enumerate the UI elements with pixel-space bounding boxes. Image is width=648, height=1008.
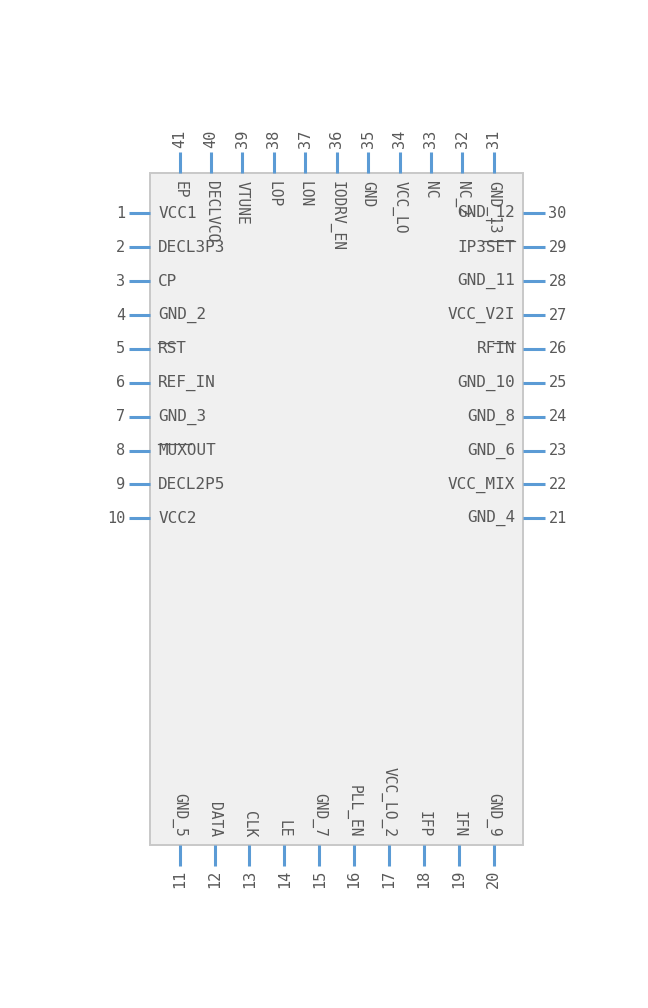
Text: GND_7: GND_7 xyxy=(311,793,327,837)
Text: 16: 16 xyxy=(347,870,362,888)
Text: 3: 3 xyxy=(116,273,125,288)
Text: NC: NC xyxy=(423,181,439,199)
Text: CP: CP xyxy=(158,273,178,288)
Text: GND_13: GND_13 xyxy=(486,181,502,234)
Text: VCC2: VCC2 xyxy=(158,511,196,526)
Text: VCC_LO: VCC_LO xyxy=(391,181,408,234)
Text: IFN: IFN xyxy=(452,810,467,837)
Text: 32: 32 xyxy=(455,130,470,148)
Text: 25: 25 xyxy=(548,375,567,390)
Text: GND_4: GND_4 xyxy=(467,510,515,526)
Text: 24: 24 xyxy=(548,409,567,424)
Text: 20: 20 xyxy=(486,870,502,888)
Text: 35: 35 xyxy=(361,130,376,148)
Text: 18: 18 xyxy=(417,870,432,888)
Text: GND_5: GND_5 xyxy=(172,793,188,837)
Text: 13: 13 xyxy=(242,870,257,888)
Text: LOP: LOP xyxy=(266,181,281,208)
Text: 34: 34 xyxy=(392,130,407,148)
Text: GND_2: GND_2 xyxy=(158,306,206,324)
Text: 17: 17 xyxy=(382,870,397,888)
Text: 26: 26 xyxy=(548,342,567,357)
Text: IP3SET: IP3SET xyxy=(457,240,515,255)
Text: 30: 30 xyxy=(548,206,567,221)
Text: 21: 21 xyxy=(548,511,567,526)
Text: 19: 19 xyxy=(452,870,467,888)
Text: GND_11: GND_11 xyxy=(457,273,515,289)
Text: 4: 4 xyxy=(116,307,125,323)
Text: 5: 5 xyxy=(116,342,125,357)
Bar xyxy=(150,173,523,845)
Text: IODRV_EN: IODRV_EN xyxy=(329,181,345,251)
Text: DATA: DATA xyxy=(207,802,222,837)
Text: 1: 1 xyxy=(116,206,125,221)
Text: 29: 29 xyxy=(548,240,567,255)
Text: 11: 11 xyxy=(172,870,187,888)
Text: PLL_EN: PLL_EN xyxy=(346,784,362,837)
Text: 33: 33 xyxy=(423,130,439,148)
Text: LON: LON xyxy=(298,181,313,208)
Text: 2: 2 xyxy=(116,240,125,255)
Text: 36: 36 xyxy=(329,130,344,148)
Text: GND_9: GND_9 xyxy=(486,793,502,837)
Text: 15: 15 xyxy=(312,870,327,888)
Text: EP: EP xyxy=(172,181,187,199)
Text: CLK: CLK xyxy=(242,810,257,837)
Text: GND: GND xyxy=(361,181,376,208)
Text: RST: RST xyxy=(158,342,187,357)
Text: DECL3P3: DECL3P3 xyxy=(158,240,226,255)
Text: 23: 23 xyxy=(548,444,567,458)
Text: VCC1: VCC1 xyxy=(158,206,196,221)
Text: GND_3: GND_3 xyxy=(158,408,206,424)
Text: 28: 28 xyxy=(548,273,567,288)
Text: 14: 14 xyxy=(277,870,292,888)
Text: 6: 6 xyxy=(116,375,125,390)
Text: GND_6: GND_6 xyxy=(467,443,515,459)
Text: VTUNE: VTUNE xyxy=(235,181,250,225)
Text: 9: 9 xyxy=(116,477,125,492)
Text: DECL2P5: DECL2P5 xyxy=(158,477,226,492)
Text: VCC_V2I: VCC_V2I xyxy=(448,306,515,324)
Text: GND_10: GND_10 xyxy=(457,375,515,391)
Text: VCC_MIX: VCC_MIX xyxy=(448,477,515,493)
Text: 10: 10 xyxy=(107,511,125,526)
Text: GND_12: GND_12 xyxy=(457,206,515,222)
Text: LE: LE xyxy=(277,820,292,837)
Text: 39: 39 xyxy=(235,130,250,148)
Text: 41: 41 xyxy=(172,130,187,148)
Text: RFIN: RFIN xyxy=(477,342,515,357)
Text: NC_2: NC_2 xyxy=(454,181,470,216)
Text: 37: 37 xyxy=(298,130,313,148)
Text: IFP: IFP xyxy=(417,810,432,837)
Text: DECLVCO: DECLVCO xyxy=(203,181,218,242)
Text: GND_8: GND_8 xyxy=(467,408,515,424)
Text: 38: 38 xyxy=(266,130,281,148)
Text: MUXOUT: MUXOUT xyxy=(158,444,216,458)
Text: 22: 22 xyxy=(548,477,567,492)
Text: VCC_LO_2: VCC_LO_2 xyxy=(381,767,397,837)
Text: 12: 12 xyxy=(207,870,222,888)
Text: 27: 27 xyxy=(548,307,567,323)
Text: 7: 7 xyxy=(116,409,125,424)
Text: 31: 31 xyxy=(486,130,502,148)
Text: 40: 40 xyxy=(203,130,218,148)
Text: 8: 8 xyxy=(116,444,125,458)
Text: REF_IN: REF_IN xyxy=(158,375,216,391)
